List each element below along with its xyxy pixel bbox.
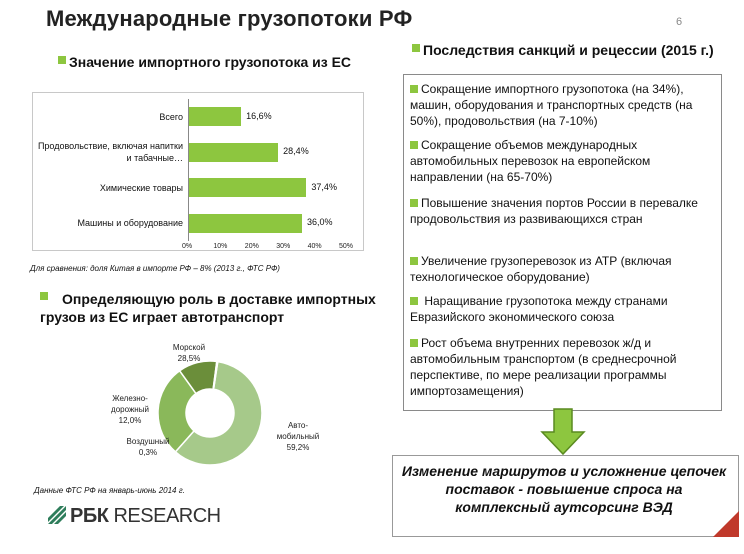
pie-label-air: Воздушный 0,3%: [118, 436, 178, 458]
transport-role-heading-text: Определяющую роль в доставке импортных г…: [40, 291, 376, 325]
bar-value-label: 37,4%: [311, 181, 337, 192]
bar-value-label: 16,6%: [246, 110, 272, 121]
down-arrow-icon: [540, 408, 586, 456]
list-item-text: Наращивание грузопотока между странами Е…: [410, 294, 668, 324]
bar-value-label: 36,0%: [307, 217, 333, 228]
import-share-bar-chart: Всего 16,6% Продовольствие, включая напитк…: [32, 92, 364, 251]
pie-label-rail-name1: Железно-: [112, 394, 148, 403]
list-item-text: Сокращение импортного грузопотока (на 34…: [410, 82, 693, 128]
bar-category-label: Машины и оборудование: [77, 218, 183, 229]
list-item: Рост объема внутренних перевозок ж/д и а…: [410, 335, 715, 399]
x-tick-label: 30%: [276, 243, 291, 250]
list-item: Сокращение импортного грузопотока (на 34…: [410, 81, 715, 129]
bullet-square-icon: [410, 257, 418, 265]
bullet-square-icon: [412, 44, 420, 52]
page-number: 6: [676, 16, 683, 28]
donut-slice: [212, 360, 219, 391]
source-note: Данные ФТС РФ на январь-июнь 2014 г.: [34, 486, 185, 495]
donut-slice: [157, 369, 198, 453]
import-heading-text: Значение импортного грузопотока из ЕС: [69, 54, 352, 70]
pie-label-sea-name: Морской: [172, 343, 206, 352]
sanctions-heading-text: Последствия санкций и рецессии (2015 г.): [423, 42, 714, 58]
bullet-square-icon: [58, 56, 66, 64]
conclusion-text: Изменение маршрутов и усложнение цепочек…: [401, 463, 727, 515]
pie-label-auto: Авто- мобильный 59,2%: [270, 420, 326, 453]
pie-label-rail-value: 12,0%: [118, 416, 142, 425]
rbc-logo-icon: [48, 506, 66, 524]
list-item: Повышение значения портов России в перев…: [410, 195, 715, 227]
pie-label-rail-name2: дорожный: [111, 405, 149, 414]
bar-category-label: Всего: [159, 111, 183, 122]
transport-role-heading: Определяющую роль в доставке импортных г…: [40, 290, 400, 326]
bar-category-label: Химические товары: [99, 182, 183, 193]
pie-label-air-name: Воздушный: [126, 437, 170, 446]
slide-title: Международные грузопотоки РФ: [46, 6, 413, 31]
list-item: Увеличение грузоперевозок из АТР (включа…: [410, 253, 715, 285]
x-tick-label: 20%: [244, 243, 259, 250]
bullet-square-icon: [410, 85, 418, 93]
bullet-square-icon: [410, 141, 418, 149]
transport-donut-chart: [157, 360, 263, 466]
donut-slice: [174, 360, 263, 466]
pie-label-sea-value: 28,5%: [177, 354, 201, 363]
bullet-square-icon: [40, 292, 48, 300]
pie-label-auto-name1: Авто-: [287, 421, 309, 430]
pie-label-auto-name2: мобильный: [276, 432, 320, 441]
bar: [189, 178, 307, 198]
pie-label-sea: Морской 28,5%: [164, 342, 214, 364]
corner-triangle-icon: [713, 511, 739, 537]
import-heading: Значение импортного грузопотока из ЕС: [58, 54, 351, 70]
pie-label-auto-value: 59,2%: [286, 443, 310, 452]
bullet-square-icon: [410, 297, 418, 305]
bar-chart-y-axis: [188, 99, 189, 241]
list-item-text: Сокращение объемов международных автомоб…: [410, 138, 651, 184]
list-item-text: Увеличение грузоперевозок из АТР (включа…: [410, 254, 672, 284]
bar-value-label: 28,4%: [283, 146, 309, 157]
bar: [189, 107, 242, 127]
list-item: Наращивание грузопотока между странами Е…: [410, 293, 715, 325]
pie-label-rail: Железно- дорожный 12,0%: [100, 393, 160, 426]
bullet-square-icon: [410, 199, 418, 207]
x-tick-label: 40%: [307, 243, 322, 250]
bullet-square-icon: [410, 339, 418, 347]
bar: [189, 142, 279, 162]
logo-text-rbc: РБК: [70, 505, 109, 527]
sanctions-heading: Последствия санкций и рецессии (2015 г.): [412, 42, 714, 58]
x-tick-label: 10%: [213, 243, 228, 250]
list-item-text: Рост объема внутренних перевозок ж/д и а…: [410, 336, 677, 398]
bar-category-label: Продовольствие, включая напитки и табачн…: [37, 141, 183, 164]
list-item: Сокращение объемов международных автомоб…: [410, 137, 715, 185]
conclusion-box: Изменение маршрутов и усложнение цепочек…: [392, 455, 739, 537]
rbc-research-logo: РБК RESEARCH: [46, 504, 221, 528]
pie-label-air-value: 0,3%: [138, 448, 158, 457]
consequences-list: Сокращение импортного грузопотока (на 34…: [403, 74, 722, 411]
comparison-note: Для сравнения: доля Китая в импорте РФ –…: [30, 264, 280, 273]
list-item-text: Повышение значения портов России в перев…: [410, 196, 698, 226]
logo-text-research: RESEARCH: [108, 505, 221, 527]
bar: [189, 213, 303, 233]
x-tick-label: 0%: [182, 243, 193, 250]
x-tick-label: 50%: [339, 243, 354, 250]
